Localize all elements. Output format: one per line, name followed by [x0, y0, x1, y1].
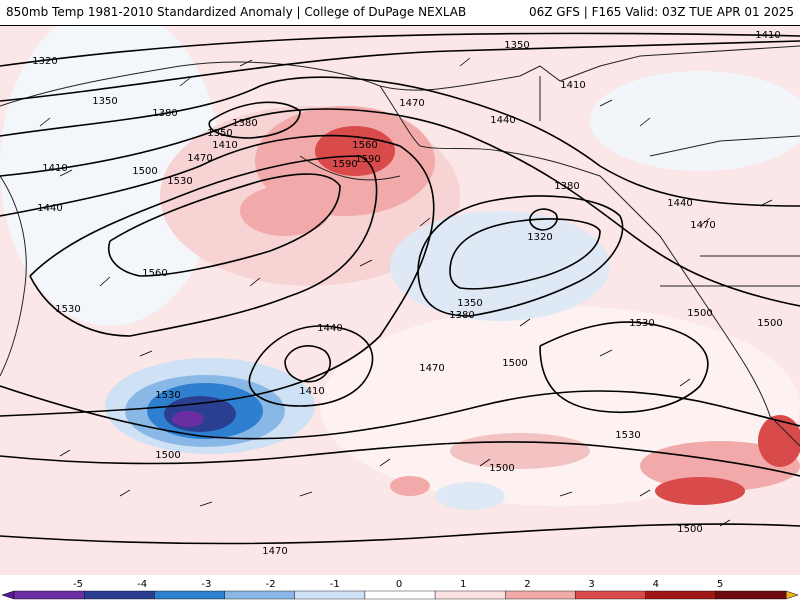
contour-label: 1530 — [55, 304, 80, 315]
map-title: 850mb Temp 1981-2010 Standardized Anomal… — [6, 5, 467, 19]
contour-label: 1410 — [560, 80, 585, 91]
colorbar-tick-label: 1 — [460, 579, 466, 590]
colorbar-tick-label: -5 — [73, 579, 83, 590]
contour-label: 1440 — [490, 115, 515, 126]
colorbar-segment — [715, 590, 787, 600]
contour-label: 1380 — [449, 310, 474, 321]
colorbar-segment — [13, 590, 85, 600]
colorbar-scale: -5 -4 -3 -2 -1 0 1 2 3 4 5 — [1, 579, 799, 600]
contour-label: 1440 — [667, 198, 692, 209]
anomaly-colorbar: -5 -4 -3 -2 -1 0 1 2 3 4 5 — [0, 575, 800, 600]
colorbar-tick-label: -4 — [137, 579, 147, 590]
colorbar-tick-label: 0 — [396, 579, 402, 590]
contour-label: 1410 — [42, 163, 67, 174]
contour-label: 1470 — [399, 98, 424, 109]
model-run-valid-time: 06Z GFS | F165 Valid: 03Z TUE APR 01 202… — [528, 5, 794, 19]
colorbar-tick-label: -2 — [266, 579, 276, 590]
contour-label: 1500 — [502, 358, 527, 369]
anomaly-map: 1320 1350 1380 1410 1440 1470 1500 1530 … — [0, 26, 800, 575]
colorbar-min-arrow — [1, 590, 15, 600]
colorbar-max-arrow — [785, 590, 799, 600]
contour-label: 1470 — [690, 220, 715, 231]
coastlines — [0, 45, 800, 447]
contour-label: 1380 — [554, 181, 579, 192]
colorbar-tick-label: 5 — [717, 579, 723, 590]
contour-label: 1470 — [262, 546, 287, 557]
contour-label: 1500 — [677, 524, 702, 535]
contour-labels: 1320 1350 1380 1410 1440 1470 1500 1530 … — [32, 30, 782, 557]
contour-label: 1320 — [527, 232, 552, 243]
colorbar-tick-label: 4 — [653, 579, 659, 590]
colorbar-segment — [575, 590, 646, 600]
colorbar-segment — [434, 590, 506, 600]
colorbar-segment — [224, 590, 295, 600]
contour-label: 1590 — [355, 154, 380, 165]
colorbar-tick-label: -1 — [330, 579, 340, 590]
colorbar-segment — [294, 590, 366, 600]
contour-label: 1350 — [457, 298, 482, 309]
contour-label: 1410 — [212, 140, 237, 151]
colorbar-segment — [154, 590, 225, 600]
colorbar-tick-label: 2 — [524, 579, 530, 590]
contour-label: 1410 — [755, 30, 780, 41]
contour-label: 1380 — [232, 118, 257, 129]
contour-label: 1350 — [92, 96, 117, 107]
contour-label: 1410 — [299, 386, 324, 397]
colorbar-segment — [364, 590, 436, 600]
colorbar-segment — [83, 590, 155, 600]
contour-label: 1530 — [615, 430, 640, 441]
contour-label: 1530 — [167, 176, 192, 187]
contour-label: 1530 — [629, 318, 654, 329]
contour-label: 1440 — [317, 323, 342, 334]
map-header: 850mb Temp 1981-2010 Standardized Anomal… — [0, 0, 800, 26]
contour-label: 1500 — [132, 166, 157, 177]
contour-label: 1530 — [155, 390, 180, 401]
colorbar-segment — [645, 590, 717, 600]
contour-label: 1500 — [489, 463, 514, 474]
map-canvas: 1320 1350 1380 1410 1440 1470 1500 1530 … — [0, 26, 800, 575]
contour-label: 1560 — [352, 140, 377, 151]
contour-label: 1590 — [332, 159, 357, 170]
contour-label: 1470 — [419, 363, 444, 374]
contour-label: 1500 — [687, 308, 712, 319]
contour-label: 1320 — [32, 56, 57, 67]
colorbar-segment — [505, 590, 576, 600]
height-contours — [0, 32, 800, 545]
contour-label: 1440 — [37, 203, 62, 214]
contour-label: 1560 — [142, 268, 167, 279]
contour-label: 1470 — [187, 153, 212, 164]
contour-label: 1350 — [504, 40, 529, 51]
contour-label: 1350 — [207, 128, 232, 139]
wind-barbs — [39, 57, 773, 527]
colorbar-tick-label: -3 — [201, 579, 211, 590]
contour-label: 1500 — [155, 450, 180, 461]
contour-label: 1380 — [152, 108, 177, 119]
contour-label: 1500 — [757, 318, 782, 329]
colorbar-tick-label: 3 — [588, 579, 594, 590]
